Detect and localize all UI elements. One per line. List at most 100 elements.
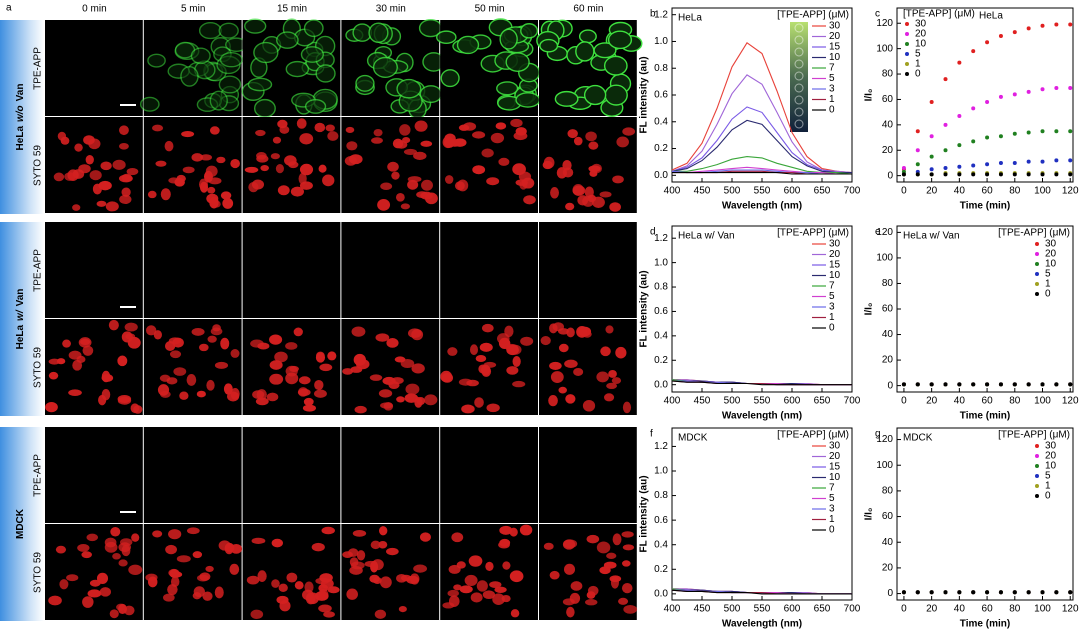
nucleus [198, 178, 208, 191]
data-point [1054, 172, 1059, 177]
nucleus [78, 337, 92, 348]
data-point [1026, 130, 1031, 135]
x-tick-label: 0 [901, 604, 907, 615]
nucleus [86, 533, 98, 542]
cell [583, 84, 607, 106]
nucleus [610, 576, 620, 589]
nucleus [220, 337, 230, 350]
y-tick-label: 0.0 [654, 379, 668, 390]
nucleus [251, 179, 265, 190]
nucleus [257, 570, 267, 583]
nucleus [275, 163, 284, 174]
y-axis-label: I/I₀ [864, 303, 875, 316]
nucleus [131, 533, 140, 542]
cell [496, 81, 519, 96]
nucleus [509, 527, 518, 537]
cell [139, 96, 160, 112]
y-tick-label: 0.6 [654, 515, 668, 526]
nucleus [81, 551, 92, 559]
nucleus [447, 347, 458, 356]
data-point [929, 167, 934, 172]
nucleus [244, 166, 259, 173]
nucleus [356, 550, 366, 561]
nucleus [53, 172, 65, 182]
data-point [915, 162, 920, 167]
column-header: 5 min [181, 4, 205, 15]
nucleus [570, 581, 583, 591]
data-point [971, 106, 976, 111]
cell [539, 38, 559, 53]
data-point [1054, 382, 1059, 387]
column-header: 30 min [376, 4, 406, 15]
nucleus [370, 560, 379, 573]
nucleus [585, 131, 597, 142]
legend-swatch [905, 72, 909, 76]
nucleus [87, 589, 102, 598]
data-point [971, 382, 976, 387]
nucleus [609, 202, 621, 212]
data-point [929, 99, 934, 104]
data-point [1040, 172, 1045, 177]
x-tick-label: 650 [814, 604, 831, 615]
legend-swatch [1035, 464, 1039, 468]
nucleus [377, 199, 391, 211]
nucleus [163, 593, 175, 602]
nucleus [407, 179, 419, 190]
nucleus [104, 537, 117, 548]
nucleus [72, 204, 81, 211]
nucleus [565, 202, 575, 211]
data-point [985, 172, 990, 177]
nucleus [118, 174, 133, 183]
channel-label: TPE-APP [33, 249, 44, 292]
data-point [1012, 590, 1017, 595]
group-strip [0, 20, 44, 214]
nucleus [399, 124, 411, 136]
nucleus [387, 161, 399, 172]
legend-label: 0 [829, 105, 835, 116]
image-tile [242, 222, 341, 318]
data-point [1026, 159, 1031, 164]
x-tick-label: 120 [1062, 604, 1079, 615]
inset-vial [794, 95, 804, 105]
nucleus [272, 136, 282, 144]
nucleus [64, 172, 76, 181]
nucleus [251, 537, 266, 544]
data-point [915, 590, 920, 595]
nucleus [207, 335, 217, 343]
legend-label: 30 [829, 239, 841, 250]
legend-label: 30 [1045, 239, 1057, 250]
legend-label: 5 [1045, 269, 1051, 280]
x-tick-label: 600 [784, 604, 801, 615]
nucleus [380, 402, 393, 409]
y-tick-label: 1.0 [654, 466, 668, 477]
nucleus [563, 563, 576, 575]
nucleus [582, 399, 596, 412]
nucleus [157, 384, 170, 396]
y-tick-label: 0.2 [654, 355, 668, 366]
x-tick-label: 700 [844, 186, 861, 197]
nucleus [170, 576, 180, 588]
cell [520, 23, 539, 39]
x-tick-label: 450 [694, 396, 711, 407]
nucleus [576, 326, 588, 338]
y-tick-label: 1.0 [654, 257, 668, 268]
nucleus [120, 538, 133, 547]
nucleus [502, 561, 511, 570]
x-tick-label: 80 [1009, 396, 1021, 407]
legend-label: 3 [829, 504, 835, 515]
spectrum-line [671, 106, 852, 174]
nucleus [230, 349, 240, 358]
y-tick-label: 100 [876, 43, 893, 54]
nucleus [606, 382, 618, 389]
nucleus [255, 129, 266, 137]
nucleus [168, 529, 182, 540]
data-point [943, 590, 948, 595]
nucleus [327, 351, 337, 361]
data-point [943, 382, 948, 387]
nucleus [168, 177, 180, 184]
nucleus [278, 583, 288, 593]
legend-label: 3 [829, 302, 835, 313]
x-tick-label: 500 [724, 604, 741, 615]
nucleus [622, 401, 632, 414]
nucleus [558, 386, 567, 394]
